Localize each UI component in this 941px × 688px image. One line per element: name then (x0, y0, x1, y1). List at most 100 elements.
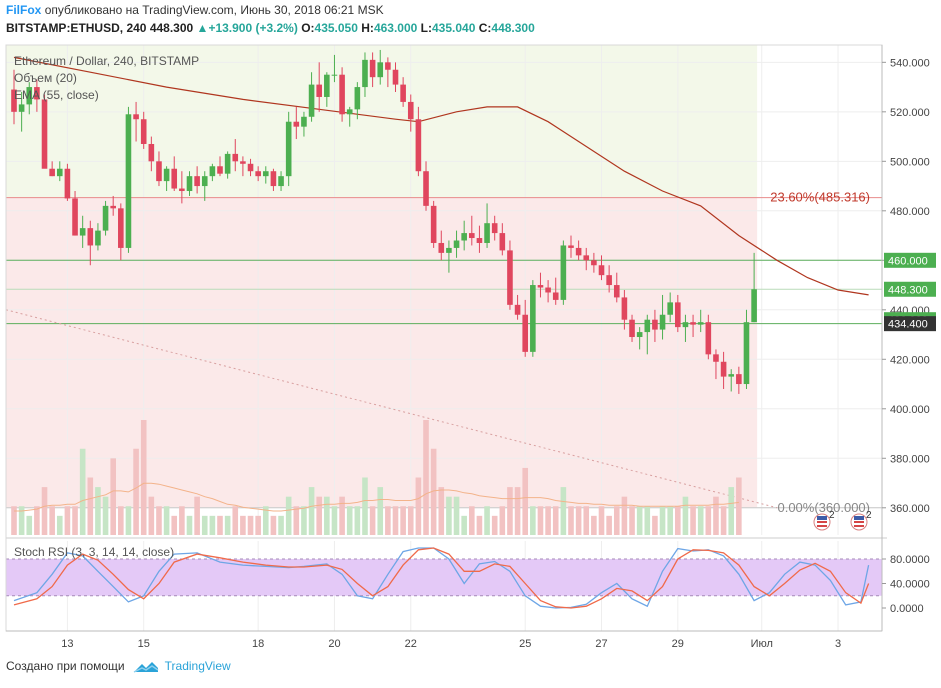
candle-body (247, 163, 254, 172)
candle-body (110, 205, 116, 209)
volume-bar (293, 506, 300, 535)
open-label: O: (301, 21, 315, 35)
fib-level-label: 23.60%(485.316) (770, 190, 870, 205)
candle-body (728, 374, 735, 377)
event-flag-icon (817, 525, 827, 527)
volume-bar (461, 515, 467, 535)
volume-bar (583, 506, 590, 535)
volume-bar (484, 506, 490, 535)
candle-body (682, 322, 689, 328)
candle-body (324, 74, 330, 97)
volume-bar (736, 477, 742, 535)
volume-bar (87, 477, 94, 535)
candle-body (171, 168, 178, 189)
candle-body (179, 188, 185, 192)
volume-bar (308, 487, 315, 535)
volume-bar (644, 506, 651, 535)
volume-bar (26, 515, 33, 535)
candle-body (430, 205, 437, 243)
candle-body (400, 84, 406, 102)
volume-bar (270, 515, 277, 535)
candle-body (652, 319, 658, 330)
candle-body (552, 292, 559, 300)
candle-body (743, 322, 750, 385)
close-label: C: (478, 21, 492, 35)
high-value: 463.000 (373, 21, 418, 35)
volume-bar (537, 506, 544, 535)
footer: Создано при помощи TradingView (6, 659, 231, 675)
candle-body (346, 109, 353, 115)
candle-body (613, 285, 620, 298)
volume-bar (316, 496, 322, 535)
volume-bar (262, 506, 269, 535)
candle-body (240, 161, 246, 164)
author-link[interactable]: FilFox (6, 3, 42, 17)
candle-body (507, 250, 513, 305)
stoch-k-line (13, 547, 870, 609)
candle-body (163, 168, 170, 182)
volume-bar (530, 506, 536, 535)
volume-ma-line (14, 482, 739, 512)
volume-bar (209, 515, 216, 535)
volume-bar (690, 506, 696, 535)
volume-bar (560, 487, 567, 535)
event-flag-icon (854, 525, 864, 527)
candle-body (667, 302, 673, 315)
candle-body (537, 285, 544, 288)
volume-bar (407, 506, 414, 535)
volume-bar (179, 506, 185, 535)
time-tick-label: 22 (405, 638, 417, 650)
low-value: 435.040 (432, 21, 476, 35)
candle-body (102, 205, 109, 231)
volume-bar (224, 515, 231, 535)
close-value: 448.300 (491, 21, 535, 35)
candle-body (705, 322, 712, 355)
volume-bar (522, 467, 529, 535)
ohlc-header: BITSTAMP:ETHUSD, 240 448.300 ▲+13.900 (+… (6, 21, 535, 35)
volume-bar (285, 496, 292, 535)
candle-body (362, 59, 368, 88)
price-tick-label: 420.000 (890, 354, 930, 366)
candle-body (545, 287, 551, 293)
footer-created-with: Создано при помощи (6, 659, 125, 674)
candle-body (522, 314, 529, 352)
volume-bar (72, 506, 78, 535)
candle-body (72, 198, 78, 236)
time-tick-label: 15 (138, 638, 150, 650)
volume-bar (346, 506, 353, 535)
volume-bar (301, 506, 307, 535)
volume-bar (41, 487, 48, 535)
volume-bar (110, 458, 116, 535)
tradingview-link[interactable]: TradingView (164, 659, 231, 674)
candle-body (285, 121, 292, 177)
time-tick-label: 29 (672, 638, 684, 650)
candle-body (56, 168, 63, 177)
price-badge (884, 316, 936, 332)
candle-body (278, 176, 284, 187)
published-text: опубликовано на TradingView.com, Июнь 30… (44, 3, 384, 17)
candle-body (644, 319, 651, 333)
event-badge-count: 2 (829, 510, 835, 521)
price-tick-label: 380.000 (890, 453, 930, 465)
volume-bar (64, 506, 71, 535)
volume-bar (720, 506, 727, 535)
volume-bar (613, 506, 620, 535)
volume-bar (163, 506, 170, 535)
volume-bar (491, 515, 498, 535)
candle-body (697, 322, 704, 325)
stoch-tick-label: 80.0000 (890, 554, 930, 566)
high-label: H: (361, 21, 374, 35)
candle-body (133, 114, 139, 120)
candle-body (194, 176, 200, 187)
volume-bar (667, 506, 673, 535)
volume-bar (171, 515, 178, 535)
volume-bar (438, 487, 445, 535)
volume-bar (682, 496, 689, 535)
open-value: 435.050 (314, 21, 358, 35)
volume-bar (446, 496, 452, 535)
volume-bar (95, 487, 101, 535)
price-tick-label: 520.000 (890, 107, 930, 119)
volume-bar (125, 506, 132, 535)
volume-bar (11, 506, 17, 535)
